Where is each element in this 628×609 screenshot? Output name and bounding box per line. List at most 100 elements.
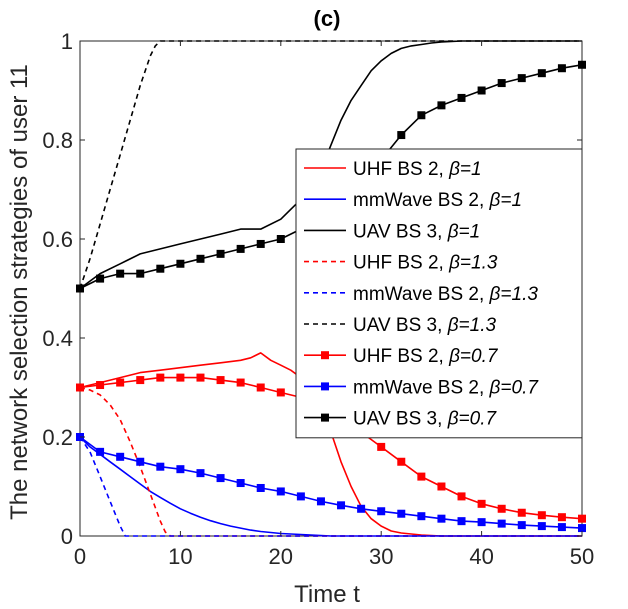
ticks-layer: 0 10 20 30 40 50 0 0.2 0.4 0.6 0.8 1 — [42, 29, 594, 569]
legend-entry: mmWave BS 2, β=1 — [304, 190, 522, 211]
legend-label-beta: β=0.7 — [489, 377, 540, 398]
data-point — [537, 69, 546, 78]
legend-label-beta: β=0.7 — [447, 409, 498, 430]
data-point — [377, 507, 386, 516]
data-point — [517, 508, 526, 517]
legend-label-beta: β=1 — [489, 190, 523, 211]
y-tick-label: 0.4 — [42, 326, 73, 351]
y-tick-label: 0 — [61, 524, 73, 549]
y-tick-label: 0.8 — [42, 128, 73, 153]
x-axis-label: Time t — [294, 581, 360, 608]
data-point — [517, 521, 526, 530]
series-line — [79, 436, 582, 537]
legend-label-beta: β=1.3 — [448, 253, 498, 274]
x-tick-label: 0 — [74, 544, 86, 569]
data-point — [96, 381, 105, 390]
legend-marker — [321, 382, 329, 391]
data-point — [477, 518, 486, 527]
legend-label-name: UAV BS 3, — [353, 409, 448, 430]
data-point — [397, 509, 406, 518]
legend-marker — [321, 351, 329, 360]
data-point — [497, 79, 506, 88]
series-line — [79, 436, 583, 529]
legend-entry: mmWave BS 2, β=0.7 — [304, 377, 539, 398]
series-uhf-bs-2-1-3 — [79, 386, 582, 537]
legend-label-name: mmWave BS 2, — [353, 284, 490, 305]
legend-entry: UHF BS 2, β=1 — [304, 159, 482, 180]
data-point — [377, 442, 386, 451]
legend-label-name: UAV BS 3, — [353, 221, 448, 242]
y-axis-label: The network selection strategies of user… — [6, 64, 33, 520]
data-point — [457, 517, 466, 526]
data-point — [578, 514, 586, 523]
data-point — [557, 523, 566, 532]
x-tick-label: 40 — [469, 544, 493, 569]
y-tick-label: 0.6 — [42, 227, 73, 252]
legend-label: mmWave BS 2, β=0.7 — [353, 377, 539, 398]
legend-label: mmWave BS 2, β=1.3 — [353, 284, 538, 305]
legend-label: mmWave BS 2, β=1 — [353, 190, 522, 211]
legend-label-beta: β=0.7 — [448, 346, 499, 367]
data-point — [296, 492, 305, 501]
legend-label: UHF BS 2, β=1.3 — [353, 253, 498, 274]
legend-label-name: UAV BS 3, — [353, 315, 448, 336]
data-point — [337, 501, 346, 510]
data-point — [477, 499, 486, 508]
data-point — [417, 512, 426, 521]
x-tick-label: 10 — [168, 544, 192, 569]
data-point — [437, 514, 446, 523]
data-point — [397, 131, 406, 140]
series-line — [79, 436, 582, 537]
data-point — [477, 86, 486, 95]
data-point — [276, 235, 285, 243]
series-mmwave-bs-2-1-3 — [79, 436, 582, 537]
legend-label-name: UHF BS 2, — [353, 253, 449, 274]
data-point — [256, 483, 265, 492]
data-point — [96, 274, 105, 283]
x-tick-label: 20 — [269, 544, 293, 569]
data-point — [417, 472, 426, 481]
data-point — [136, 457, 145, 466]
data-point — [417, 111, 426, 120]
data-point — [316, 497, 325, 506]
data-point — [276, 388, 285, 397]
x-tick-label: 50 — [570, 544, 594, 569]
data-point — [256, 383, 265, 392]
legend-label: UAV BS 3, β=1 — [353, 221, 480, 242]
legend-entry: UHF BS 2, β=1.3 — [304, 253, 498, 274]
chart-title: (c) — [314, 6, 341, 31]
legend-entry: mmWave BS 2, β=1.3 — [304, 284, 538, 305]
data-point — [136, 269, 145, 278]
data-point — [457, 93, 466, 102]
legend-label: UAV BS 3, β=1.3 — [353, 315, 496, 336]
data-point — [196, 254, 205, 263]
data-point — [176, 259, 185, 268]
series-uav-bs-3-1-3 — [79, 40, 582, 289]
y-tick-label: 0.2 — [42, 425, 73, 450]
data-point — [236, 244, 245, 253]
legend-marker — [321, 413, 329, 422]
legend-label: UHF BS 2, β=0.7 — [353, 346, 499, 367]
data-point — [156, 264, 165, 273]
data-point — [236, 479, 245, 488]
data-point — [176, 465, 185, 474]
data-point — [116, 452, 125, 461]
data-point — [116, 269, 125, 278]
series-line — [79, 40, 582, 289]
series-mmwave-bs-2-1 — [79, 436, 582, 537]
legend-label-name: mmWave BS 2, — [353, 190, 490, 211]
legend-entry: UAV BS 3, β=1.3 — [304, 315, 496, 336]
data-point — [357, 504, 366, 513]
data-point — [76, 284, 84, 293]
legend-entry: UHF BS 2, β=0.7 — [304, 346, 499, 367]
data-point — [497, 504, 506, 513]
data-point — [196, 373, 205, 382]
x-tick-label: 30 — [369, 544, 393, 569]
legend-label-name: UHF BS 2, — [353, 159, 449, 180]
legend-label-beta: β=1 — [447, 221, 481, 242]
data-point — [397, 457, 406, 466]
series-mmwave-bs-2-0-7 — [76, 433, 586, 533]
data-point — [216, 376, 225, 385]
legend-label-beta: β=1 — [448, 159, 482, 180]
